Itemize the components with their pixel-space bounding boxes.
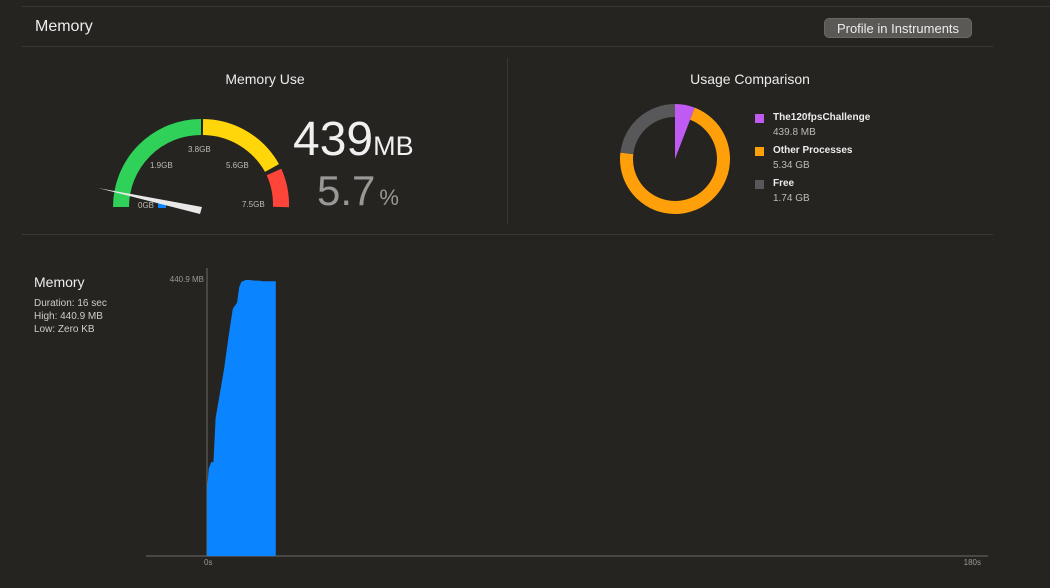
graph-x-start-label: 0s [204,558,212,567]
memory-use-unit: MB [373,131,414,161]
legend-value-other: 5.34 GB [773,160,810,171]
memory-percent-number: 5.7 [317,167,376,214]
header-divider [22,46,993,47]
gauge-label-4: 7.5GB [242,200,265,209]
summary-divider [22,234,993,235]
memory-use-percent: 5.7% [317,167,399,215]
legend-name-free: Free [773,178,795,189]
legend-name-app: The120fpsChallenge [773,112,871,123]
memory-use-number: 439 [293,113,374,166]
graph-duration: Duration: 16 sec [34,298,107,309]
legend-swatch-other [755,147,764,156]
memory-graph: 440.9 MB 0s 180s [146,268,988,567]
graph-y-max-label: 440.9 MB [170,275,204,284]
memory-usage-area [207,280,276,556]
graph-x-end-label: 180s [964,558,981,567]
gauge-label-0: 0GB [138,201,154,210]
memory-use-value: 439MB [293,112,414,167]
usage-donut-chart [620,104,730,214]
graph-high: High: 440.9 MB [34,311,103,322]
gauge-label-2: 3.8GB [188,145,211,154]
donut-app-wedge [675,116,691,159]
memory-use-title: Memory Use [225,71,305,87]
gauge-yellow-arc [202,119,279,173]
gauge-red-arc [266,168,289,208]
page-title: Memory [35,18,93,35]
gauge-needle [98,188,202,214]
gauge-green-arc [113,119,202,208]
graph-low: Low: Zero KB [34,324,95,335]
top-divider [22,6,1050,7]
donut-segment-ring-app [675,104,695,120]
memory-gauge: 0GB 1.9GB 3.8GB 5.6GB 7.5GB [98,119,289,214]
section-separator [507,58,508,224]
profile-in-instruments-button[interactable]: Profile in Instruments [824,18,972,38]
gauge-label-3: 5.6GB [226,161,249,170]
donut-segment-ring-free [620,104,675,155]
legend-name-other: Other Processes [773,145,853,156]
graph-title: Memory [34,274,85,290]
legend-swatch-app [755,114,764,123]
memory-percent-unit: % [379,185,399,210]
legend-swatch-free [755,180,764,189]
legend-value-free: 1.74 GB [773,193,810,204]
gauge-label-1: 1.9GB [150,161,173,170]
gauge-current-marker [158,202,166,208]
legend-value-app: 439.8 MB [773,127,816,138]
usage-comparison-title: Usage Comparison [690,71,810,87]
